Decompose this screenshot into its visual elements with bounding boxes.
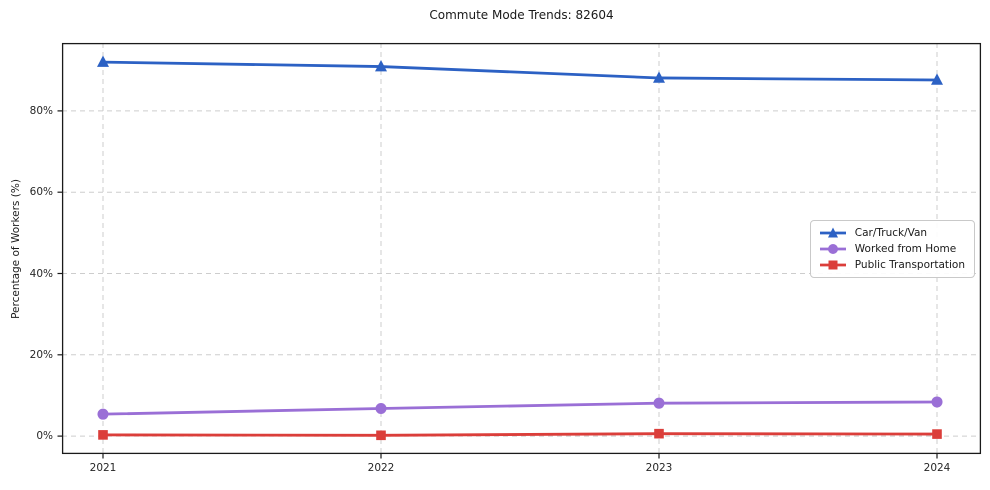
- y-tick-label: 60%: [29, 185, 53, 198]
- legend[interactable]: Car/Truck/Van Worked from Home Public Tran…: [809, 220, 975, 278]
- triangle-marker: [931, 73, 943, 85]
- circle-marker: [931, 396, 943, 408]
- legend-item-label: Car/Truck/Van: [854, 227, 928, 239]
- square-marker: [932, 429, 942, 439]
- legend-item[interactable]: Car/Truck/Van: [818, 227, 965, 239]
- square-marker: [654, 428, 664, 439]
- chart-title: Commute Mode Trends: 82604: [429, 8, 614, 22]
- triangle-marker: [97, 55, 109, 67]
- y-tick-label: 20%: [29, 348, 53, 361]
- y-tick-label: 80%: [29, 104, 53, 117]
- legend-item[interactable]: Worked from Home: [818, 243, 965, 255]
- square-marker: [376, 430, 386, 441]
- y-axis-label: Percentage of Workers (%): [10, 179, 22, 319]
- legend-item-label: Worked from Home: [854, 243, 957, 255]
- triangle-marker: [375, 59, 387, 72]
- x-tick-label: 2022: [367, 462, 395, 474]
- x-tick-label: 2024: [923, 462, 951, 474]
- circle-marker: [375, 402, 387, 414]
- plot-area: Car/Truck/Van Worked from Home Public Tran…: [30, 42, 982, 474]
- series-line: [101, 432, 939, 437]
- line-chart: [57, 42, 982, 459]
- circle-marker: [97, 408, 109, 420]
- circle-marker: [653, 397, 665, 409]
- triangle-marker: [653, 71, 665, 83]
- y-tick-label: 40%: [29, 267, 53, 280]
- x-tick-label: 2021: [89, 462, 117, 474]
- series-line: [101, 60, 939, 82]
- legend-item[interactable]: Public Transportation: [818, 259, 965, 271]
- square-marker: [98, 430, 108, 440]
- legend-triangle-icon: [819, 227, 846, 238]
- x-tick-label: 2023: [645, 462, 673, 474]
- y-tick-label: 0%: [36, 429, 53, 442]
- series-line: [101, 400, 939, 416]
- legend-circle-icon: [819, 244, 846, 254]
- legend-item-label: Public Transportation: [854, 259, 965, 271]
- legend-square-icon: [819, 260, 846, 270]
